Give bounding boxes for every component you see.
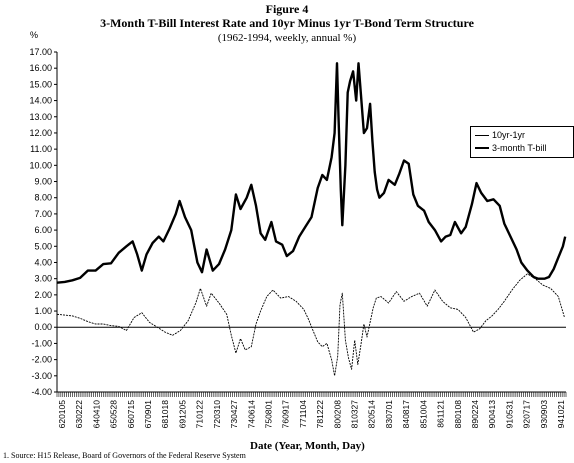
y-tick-label: 12.00 xyxy=(29,128,52,138)
x-axis-label: Date (Year, Month, Day) xyxy=(250,440,365,452)
y-tick-label: 7.00 xyxy=(34,209,52,219)
y-tick-label: 17.00 xyxy=(29,47,52,57)
legend-swatch-thick xyxy=(475,147,489,149)
x-tick-label: 681018 xyxy=(160,400,170,429)
x-tick-label: 820514 xyxy=(367,400,377,429)
x-tick-label: 640410 xyxy=(91,400,101,429)
series-line-spread xyxy=(56,273,565,377)
y-tick-label: 2.00 xyxy=(34,290,52,300)
x-tick-label: 750801 xyxy=(263,400,273,429)
y-tick-label: -1.00 xyxy=(31,338,52,348)
legend-label-spread: 10yr-1yr xyxy=(492,130,526,140)
legend: 10yr-1yr 3-month T-bill xyxy=(470,126,574,158)
x-tick-label: 930903 xyxy=(539,400,549,429)
x-tick-label: 630222 xyxy=(74,400,84,429)
x-tick-label: 861121 xyxy=(436,400,446,428)
x-tick-label: 781222 xyxy=(315,400,325,429)
x-tick-label: 660715 xyxy=(126,400,136,429)
y-tick-label: 6.00 xyxy=(34,225,52,235)
title-block: Figure 4 3-Month T-Bill Interest Rate an… xyxy=(0,2,574,45)
x-tick-label: 810327 xyxy=(350,400,360,429)
legend-label-tbill: 3-month T-bill xyxy=(492,143,547,153)
x-tick-label: 650528 xyxy=(109,400,119,429)
x-tick-label: 720310 xyxy=(212,400,222,429)
figure-label: Figure 4 xyxy=(265,2,309,16)
x-tick-label: 691205 xyxy=(177,400,187,429)
x-tick-label: 730427 xyxy=(229,400,239,429)
y-tick-label: 11.00 xyxy=(30,144,52,154)
x-tick-label: 760917 xyxy=(281,400,291,429)
x-tick-label: 880108 xyxy=(453,400,463,429)
y-tick-label: -2.00 xyxy=(31,355,52,365)
x-tick-label: 840817 xyxy=(401,400,411,429)
y-tick-label: -4.00 xyxy=(31,387,52,397)
x-tick-label: 890224 xyxy=(470,400,480,429)
y-tick-label: -3.00 xyxy=(31,371,52,381)
y-tick-label: 16.00 xyxy=(29,63,52,73)
y-tick-label: 13.00 xyxy=(29,112,52,122)
x-tick-label: 620105 xyxy=(57,400,67,429)
x-tick-label: 830701 xyxy=(384,400,394,429)
x-tick-label: 710122 xyxy=(195,400,205,429)
y-tick-label: 1.00 xyxy=(34,306,52,316)
x-tick-label: 670901 xyxy=(143,400,153,429)
y-unit-label: % xyxy=(30,30,39,40)
chart-title: 3-Month T-Bill Interest Rate and 10yr Mi… xyxy=(100,16,474,30)
x-tick-label: 771104 xyxy=(298,400,308,428)
chart-subtitle: (1962-1994, weekly, annual %) xyxy=(217,32,357,44)
y-tick-label: 3.00 xyxy=(34,274,52,284)
y-tick-label: 15.00 xyxy=(29,79,52,89)
legend-item-spread: 10yr-1yr xyxy=(475,129,525,141)
x-tick-label: 910531 xyxy=(504,400,514,429)
series-line-tbill xyxy=(56,62,567,284)
x-tick-label: 941021 xyxy=(556,400,566,429)
x-tick-label: 920717 xyxy=(522,400,532,429)
x-tick-label: 740614 xyxy=(246,400,256,429)
legend-item-tbill: 3-month T-bill xyxy=(475,142,546,154)
x-tick-label: 900413 xyxy=(487,400,497,429)
y-tick-label: 5.00 xyxy=(34,241,52,251)
y-tick-label: 4.00 xyxy=(34,257,52,267)
y-tick-label: 8.00 xyxy=(34,193,52,203)
y-tick-label: 9.00 xyxy=(34,177,52,187)
x-tick-label: 800208 xyxy=(332,400,342,429)
source-note: 1. Source: H15 Release, Board of Governo… xyxy=(3,451,246,460)
y-tick-label: 10.00 xyxy=(29,160,52,170)
y-tick-label: 0.00 xyxy=(34,322,52,332)
x-tick-label: 851004 xyxy=(418,400,428,429)
legend-swatch-thin xyxy=(475,134,489,136)
y-tick-label: 14.00 xyxy=(29,96,52,106)
